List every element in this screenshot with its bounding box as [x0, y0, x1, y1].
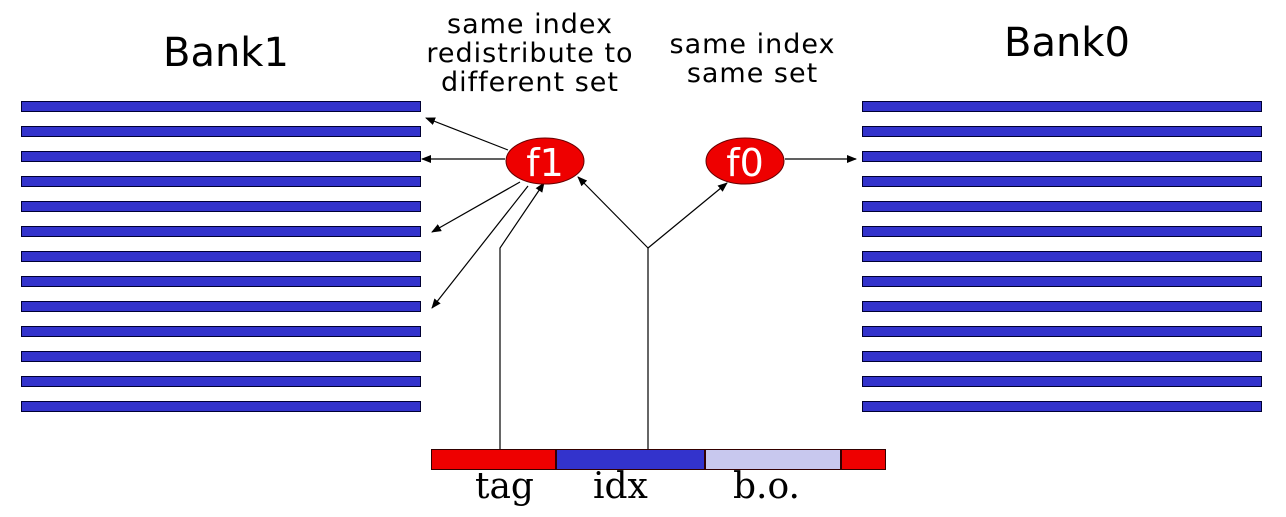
- set-row: [21, 301, 421, 312]
- set-row: [21, 401, 421, 412]
- set-row: [21, 201, 421, 212]
- address-tail: [841, 449, 886, 470]
- set-row: [862, 251, 1262, 262]
- set-row: [862, 151, 1262, 162]
- set-row: [21, 226, 421, 237]
- set-row: [21, 276, 421, 287]
- arrow-f1-set-c: [431, 181, 521, 233]
- arrow-f1-set-d: [431, 185, 529, 309]
- f1-node: [505, 137, 585, 185]
- note-f1: same index redistribute to different set: [426, 9, 634, 98]
- block-offset-label: b.o.: [733, 466, 800, 507]
- set-row: [862, 226, 1262, 237]
- set-row: [862, 176, 1262, 187]
- set-row: [21, 151, 421, 162]
- line-idx-to-f0: [647, 182, 728, 249]
- line-idx-to-f1: [577, 176, 649, 249]
- set-row: [862, 401, 1262, 412]
- block-offset-field: [705, 449, 841, 470]
- set-row: [21, 101, 421, 112]
- set-row: [21, 326, 421, 337]
- set-row: [21, 351, 421, 362]
- tag-label: tag: [475, 466, 534, 507]
- note-f0: same index same set: [669, 29, 836, 89]
- set-row: [21, 176, 421, 187]
- arrow-f1-set-a: [425, 117, 509, 151]
- set-row: [21, 251, 421, 262]
- line-tag-to-f1: [499, 182, 545, 449]
- bank0-title: Bank0: [1004, 20, 1130, 66]
- set-row: [21, 376, 421, 387]
- f1-label: f1: [526, 141, 564, 185]
- set-row: [862, 351, 1262, 362]
- f0-label: f0: [726, 141, 764, 185]
- set-row: [862, 301, 1262, 312]
- set-row: [862, 101, 1262, 112]
- set-row: [862, 201, 1262, 212]
- set-row: [862, 376, 1262, 387]
- set-row: [862, 326, 1262, 337]
- f0-node: [705, 137, 785, 185]
- set-row: [862, 126, 1262, 137]
- bank1-title: Bank1: [163, 30, 289, 76]
- idx-label: idx: [593, 466, 648, 507]
- tag-field: [431, 449, 556, 470]
- set-row: [21, 126, 421, 137]
- idx-field: [556, 449, 705, 470]
- set-row: [862, 276, 1262, 287]
